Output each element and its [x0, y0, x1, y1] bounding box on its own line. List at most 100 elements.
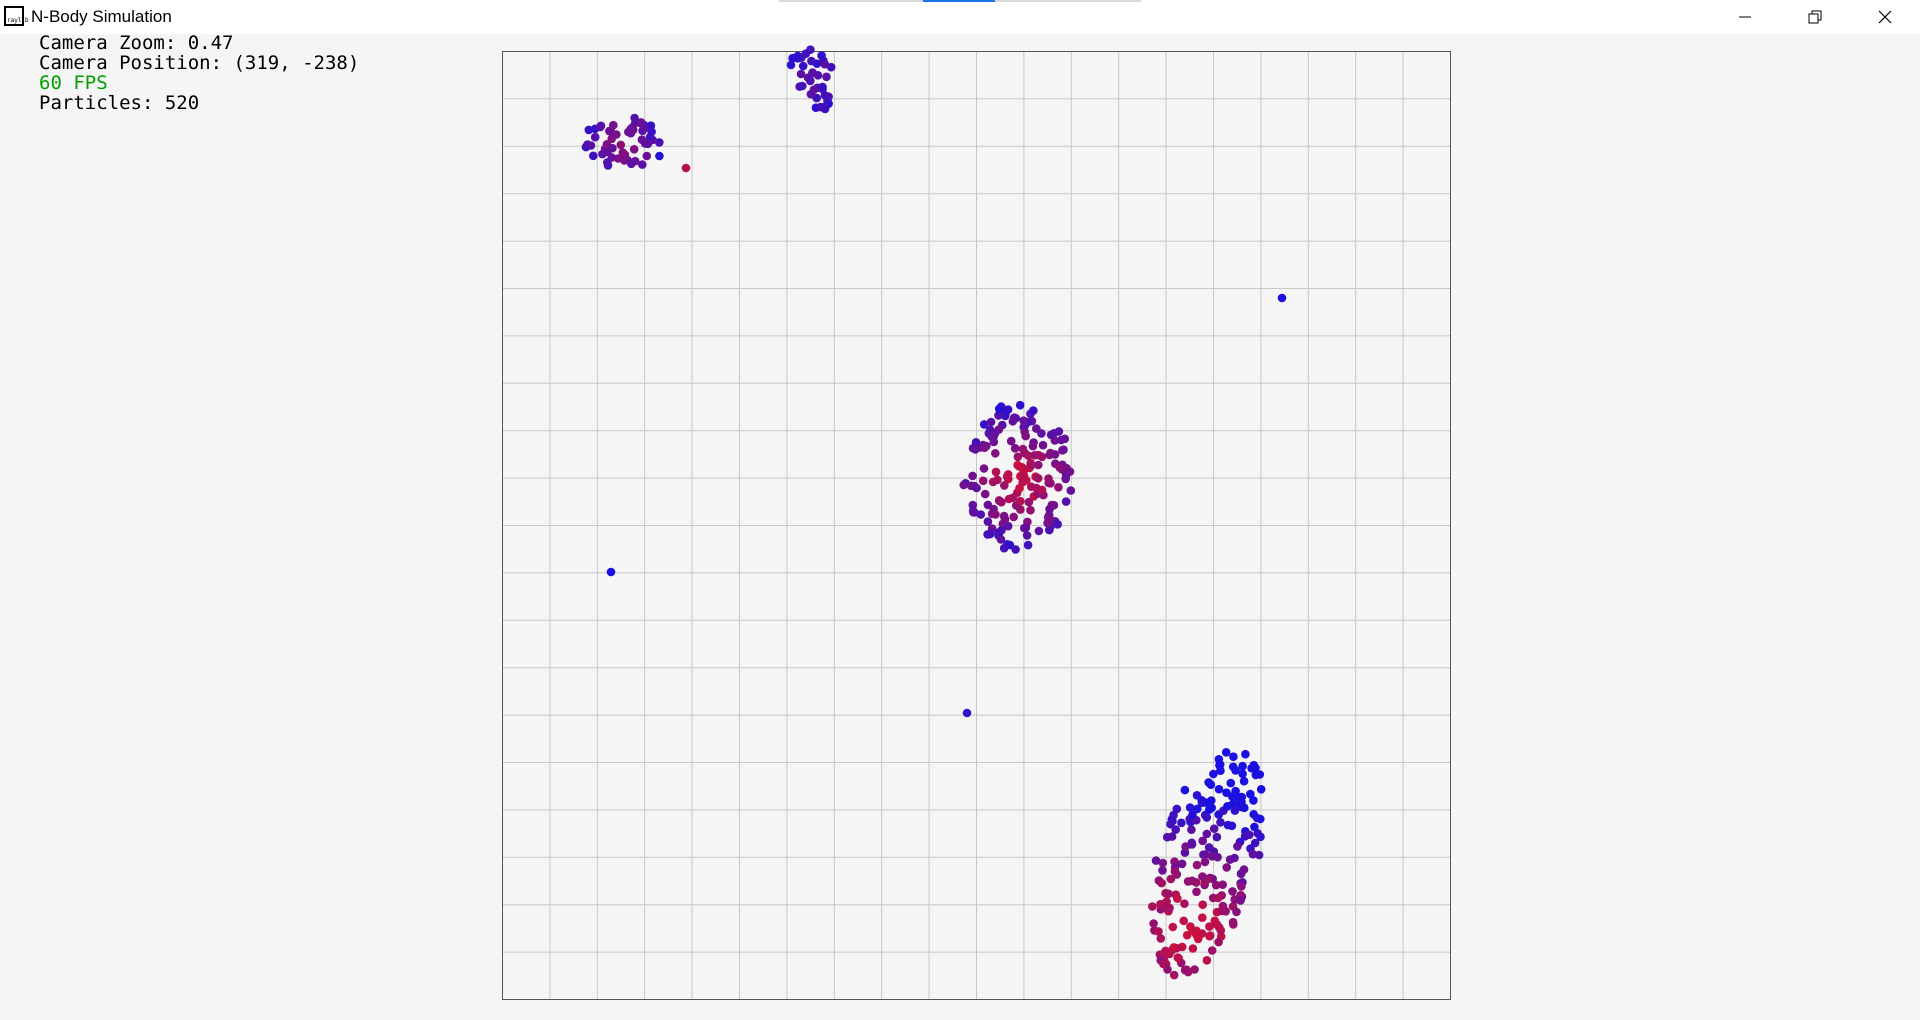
particle	[1228, 762, 1238, 772]
particle	[1198, 913, 1207, 922]
particle	[978, 476, 988, 486]
particle	[612, 130, 621, 139]
particle	[983, 517, 993, 526]
particle	[1251, 763, 1260, 773]
particle	[1172, 804, 1182, 814]
particle	[1251, 770, 1261, 780]
particle	[1016, 496, 1025, 506]
close-button[interactable]	[1850, 0, 1920, 34]
particle	[1213, 893, 1223, 903]
particle	[1226, 778, 1236, 788]
particle	[1171, 825, 1180, 834]
particle	[1003, 405, 1013, 414]
particle	[1205, 922, 1214, 931]
particle	[1213, 852, 1222, 862]
particle	[817, 51, 826, 60]
particle	[1228, 799, 1238, 809]
particle	[1230, 806, 1240, 815]
particle	[1239, 865, 1249, 874]
particle	[1019, 416, 1028, 426]
minimize-button[interactable]	[1710, 0, 1780, 34]
particle	[603, 158, 612, 167]
particle	[1013, 460, 1022, 470]
particle	[985, 529, 995, 539]
particle	[596, 121, 606, 131]
particle	[1019, 471, 1029, 481]
particle	[786, 60, 796, 70]
particle	[618, 148, 628, 157]
particle	[968, 471, 977, 481]
particle	[1180, 899, 1189, 908]
particle	[1156, 934, 1166, 943]
restore-icon	[1808, 10, 1822, 24]
particle	[979, 420, 989, 429]
particle	[999, 511, 1009, 521]
particle	[1206, 780, 1216, 789]
particle	[820, 91, 830, 100]
particle	[826, 62, 836, 72]
particle	[1198, 872, 1207, 881]
particle	[1210, 916, 1220, 926]
world-border	[502, 51, 1451, 1000]
particle	[1179, 916, 1188, 926]
particle	[986, 417, 996, 427]
particle	[1158, 858, 1168, 868]
particle	[1191, 878, 1201, 887]
particle	[971, 445, 980, 454]
particle	[1202, 829, 1212, 839]
particle	[1205, 805, 1214, 814]
particle	[1018, 444, 1028, 454]
particle	[1236, 795, 1245, 804]
particle	[991, 449, 1000, 458]
particle	[655, 151, 664, 161]
particle	[980, 489, 990, 499]
particle	[1185, 803, 1195, 812]
particle	[1003, 470, 1013, 479]
particle	[638, 160, 647, 169]
particle	[1054, 483, 1063, 492]
title-bar: raylib N-Body Simulation	[0, 0, 1920, 34]
close-icon	[1878, 10, 1892, 24]
particle	[1228, 887, 1237, 896]
particle	[809, 85, 819, 94]
particle	[822, 72, 831, 82]
particle	[1005, 540, 1015, 550]
particle	[1026, 482, 1036, 492]
particle	[583, 140, 592, 149]
particle	[1170, 867, 1180, 876]
particle	[994, 411, 1003, 420]
particle	[1180, 785, 1190, 795]
particle	[1206, 931, 1215, 940]
particle	[1229, 920, 1238, 929]
particle	[1049, 500, 1059, 510]
particle	[816, 102, 825, 112]
particle	[1022, 531, 1032, 540]
particle	[1180, 965, 1190, 975]
particle	[1277, 293, 1287, 303]
particle	[976, 510, 986, 519]
particle	[1229, 752, 1238, 761]
particle	[1250, 838, 1260, 848]
particle	[1222, 863, 1231, 872]
particle	[636, 118, 646, 127]
particle	[620, 156, 629, 165]
particle	[1221, 748, 1231, 757]
particle	[1182, 930, 1192, 940]
particle	[1055, 463, 1064, 472]
particle	[1158, 866, 1167, 875]
particle	[1188, 810, 1197, 820]
particle	[1190, 965, 1199, 974]
particle	[1198, 836, 1207, 846]
particle	[1214, 784, 1224, 794]
restore-button[interactable]	[1780, 0, 1850, 34]
particle	[988, 477, 998, 487]
particle	[1159, 959, 1168, 969]
particle	[1151, 856, 1161, 865]
particle	[997, 497, 1006, 507]
minimize-icon	[1739, 16, 1751, 18]
particle	[1169, 970, 1179, 980]
grid	[502, 51, 1451, 1000]
particle	[979, 464, 989, 473]
particle	[1190, 928, 1200, 937]
